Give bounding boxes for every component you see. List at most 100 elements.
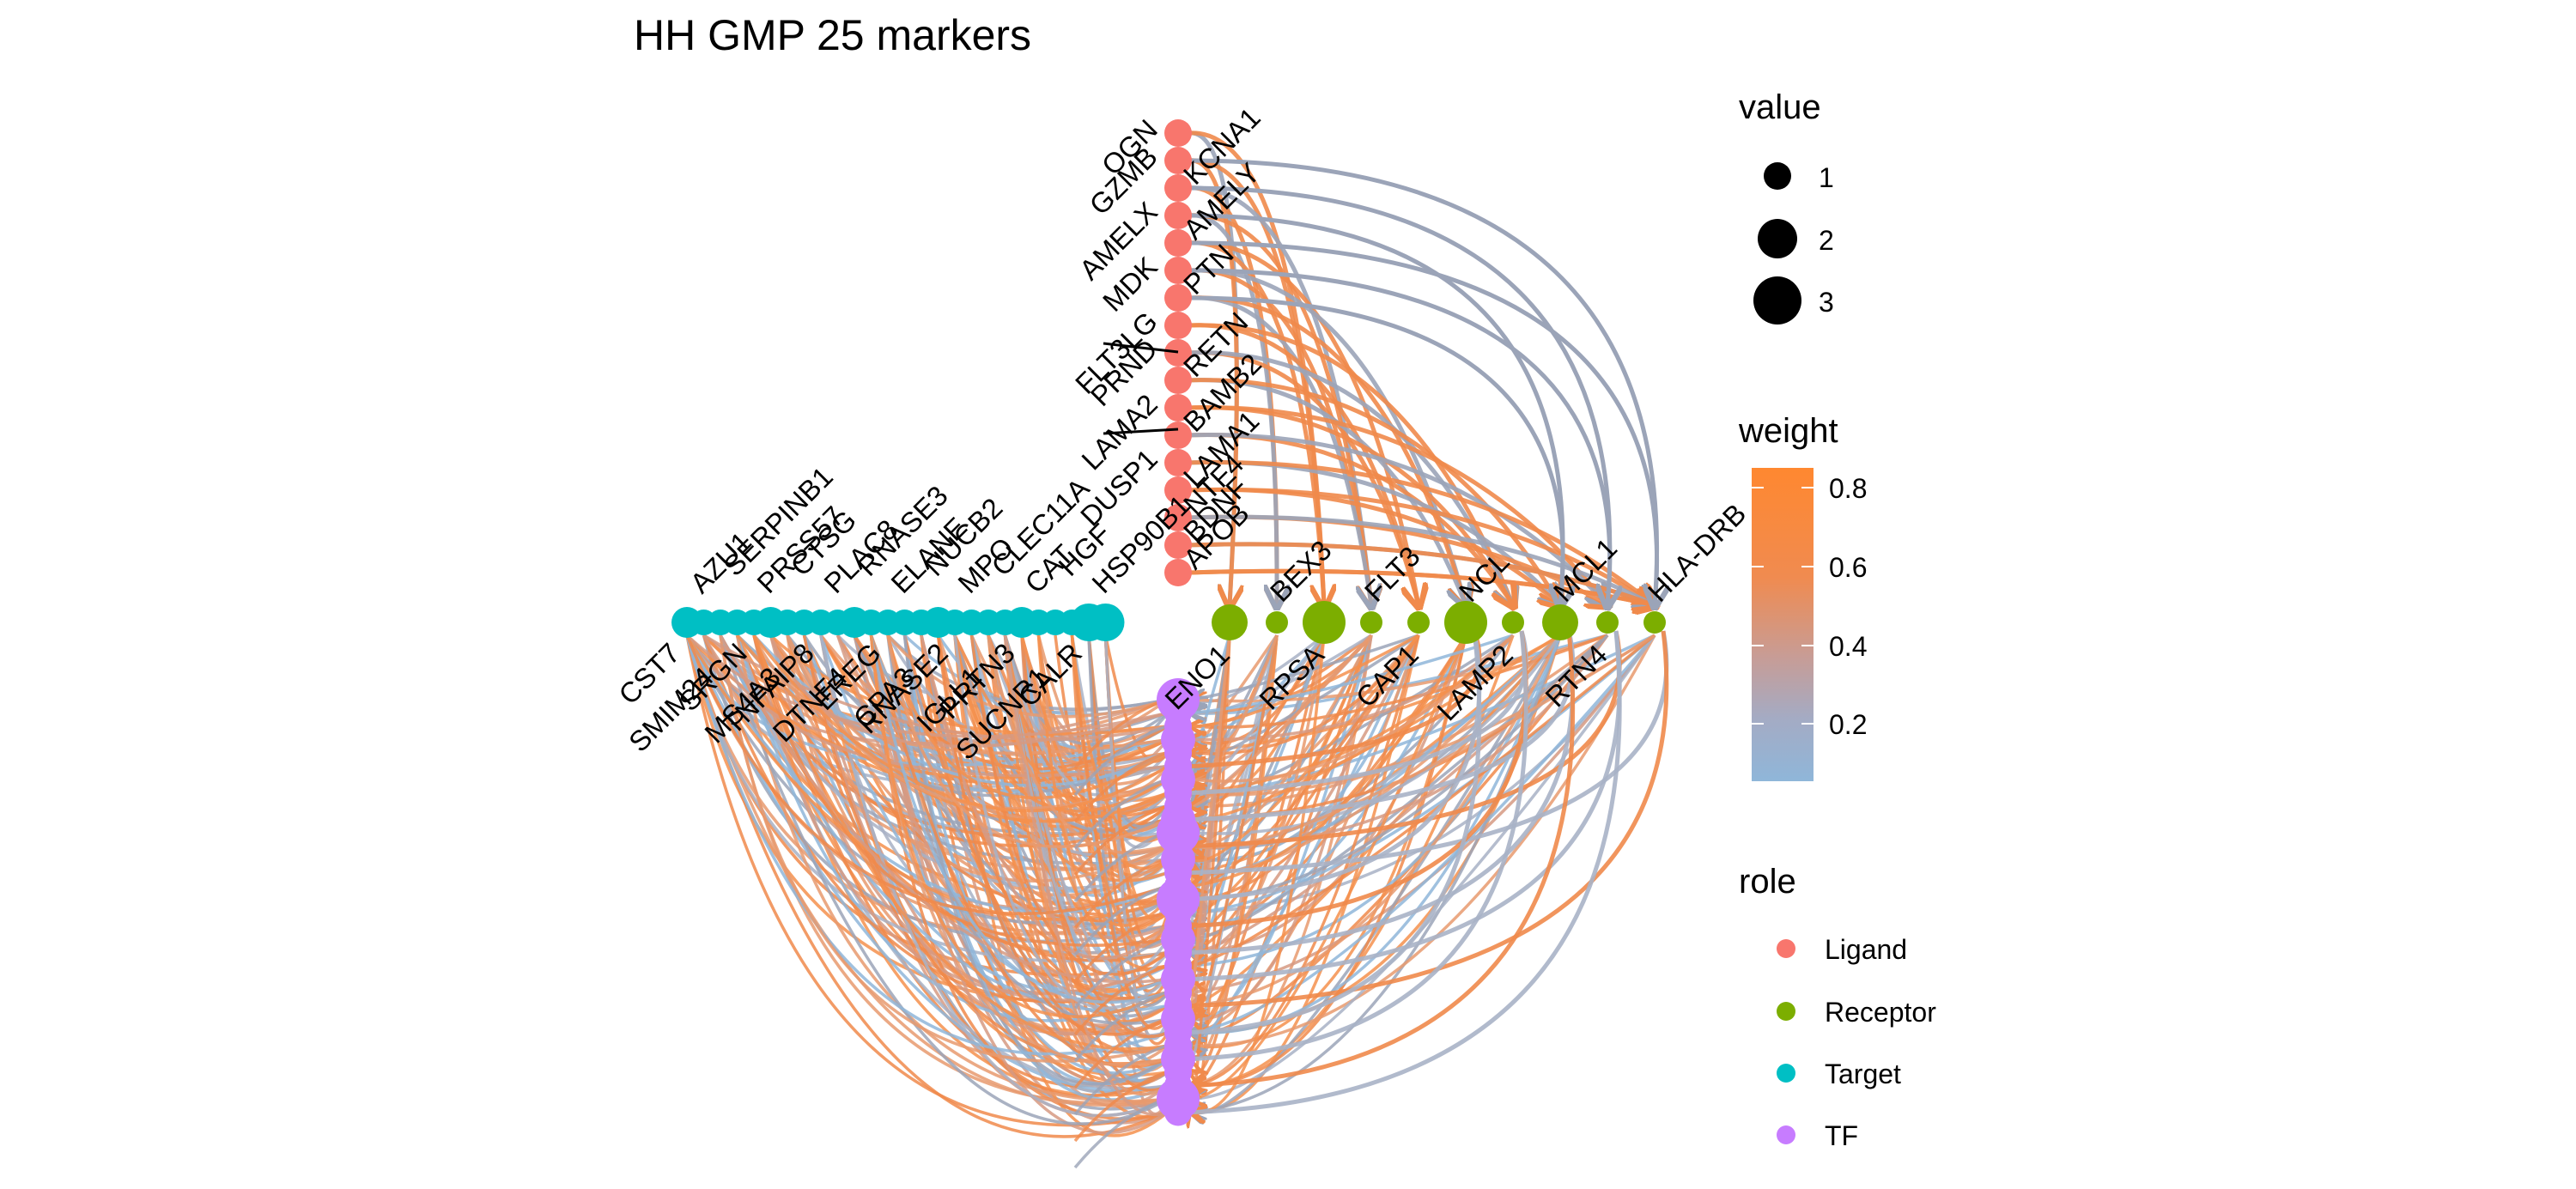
edge-tf-target [1073, 831, 1167, 903]
edge-tf-target [719, 634, 1169, 1063]
legend-role-dot-ligand [1777, 939, 1795, 958]
legend-weight: weight 0.8 0.6 0.4 0.2 [1738, 412, 1867, 781]
node-receptor-rtn4[interactable] [1596, 611, 1619, 634]
edge-tf-target [869, 634, 1169, 1098]
edge-tf-target [869, 634, 1169, 1069]
node-ligand-amely[interactable] [1164, 229, 1192, 257]
edge-tf-target [886, 634, 1169, 719]
edge-receptor-tf [1191, 630, 1622, 1114]
legend-weight-tick-label-2: 0.6 [1829, 552, 1867, 583]
legend-weight-tick-label-1: 0.8 [1829, 473, 1867, 504]
legend-weight-tick-label-3: 0.4 [1829, 631, 1867, 662]
legend-role-dot-receptor [1777, 1002, 1795, 1021]
edge-tf-target [1073, 1071, 1167, 1143]
edge-receptor-tf [1191, 630, 1528, 1061]
node-ligand-ogn[interactable] [1164, 119, 1192, 147]
edge-receptor-tf [1192, 634, 1419, 726]
edge-tf-target [936, 634, 1169, 1000]
node-ligand-flt3lg[interactable] [1164, 312, 1192, 339]
edge-receptor-tf [1191, 630, 1669, 1008]
node-receptor-rpsa[interactable] [1303, 601, 1346, 644]
edge-ligand-receptor [1188, 459, 1655, 605]
label-leader-line [1103, 428, 1179, 435]
edge-tf-target [752, 634, 1169, 947]
node-ligand-ptn[interactable] [1164, 284, 1192, 312]
edge-tf-target [869, 634, 1169, 1135]
edge-ligand-receptor [1188, 323, 1513, 605]
edge-ligand-receptor [1188, 268, 1610, 605]
edge-ligand-receptor [1188, 378, 1560, 605]
node-target-hsp90b1[interactable] [1086, 604, 1125, 641]
edge-tf-target [1073, 698, 1167, 770]
node-ligand-lama1[interactable] [1164, 476, 1192, 504]
plot-title: HH GMP 25 markers [634, 11, 1031, 59]
legend-role-label-tf: TF [1825, 1120, 1858, 1151]
edge-tf-target [685, 634, 1169, 916]
edge-tf-target [920, 634, 1170, 961]
node-ligand-amelx[interactable] [1164, 202, 1192, 229]
edge-tf-target [1073, 778, 1167, 850]
node-receptor-hla-drb[interactable] [1643, 611, 1666, 634]
node-receptor-flt3[interactable] [1360, 611, 1382, 634]
edge-tf-target [1003, 634, 1170, 973]
edge-tf-target [685, 634, 1169, 1056]
edge-ligand-receptor [1188, 185, 1610, 605]
edge-tf-target [1003, 634, 1169, 1096]
edge-tf-target [1073, 964, 1167, 1036]
legend-role-label-receptor: Receptor [1825, 997, 1936, 1028]
node-receptor-eno1[interactable] [1212, 604, 1248, 640]
node-tf[interactable] [1164, 1098, 1192, 1126]
edge-tf-target [819, 634, 1169, 1118]
legend-role-dot-target [1777, 1064, 1795, 1083]
edge-receptor-tf [1191, 630, 1482, 1034]
edge-tf-target [685, 634, 1169, 738]
edge-ligand-receptor [1188, 487, 1655, 605]
node-ligand-mdk[interactable] [1164, 257, 1192, 284]
edge-receptor-tf [1192, 634, 1373, 1019]
edge-receptor-tf [1192, 634, 1562, 1006]
edge-tf-target [1073, 858, 1167, 930]
edge-tf-target [1073, 1097, 1167, 1169]
edge-ligand-receptor [1188, 295, 1563, 605]
edge-tf-target [969, 634, 1170, 976]
edge-ligand-receptor [1188, 240, 1419, 605]
node-ligand-ntf4[interactable] [1164, 504, 1192, 531]
node-receptor-ncl[interactable] [1444, 601, 1487, 644]
node-ligand-apob[interactable] [1164, 559, 1192, 586]
node-receptor-lamp2[interactable] [1502, 611, 1524, 634]
node-ligand-gzmb[interactable] [1164, 147, 1192, 174]
legend-value-dot-1 [1764, 162, 1791, 190]
legend-weight-colorbar [1752, 468, 1814, 781]
edge-tf-target [1073, 725, 1167, 797]
legend-role-dot-tf [1777, 1125, 1795, 1144]
node-ligand-dusp1[interactable] [1164, 449, 1192, 476]
edge-ligand-receptor [1188, 514, 1655, 605]
node-receptor-cap1[interactable] [1407, 611, 1430, 634]
edge-tf-target [1073, 884, 1167, 956]
legend-value-label-3: 3 [1819, 287, 1834, 318]
edge-tf-target [936, 634, 1169, 1036]
node-ligand-lama2[interactable] [1164, 394, 1192, 422]
edge-tf-target [1073, 1044, 1167, 1116]
edge-tf-target [853, 634, 1169, 771]
edge-tf-target [1073, 911, 1167, 983]
edge-tf-target [685, 634, 1169, 1127]
edge-ligand-receptor [1188, 213, 1563, 605]
node-receptor-bex3[interactable] [1266, 611, 1288, 634]
node-ligand-retn[interactable] [1164, 367, 1192, 394]
node-ligand-bdnf[interactable] [1164, 531, 1192, 559]
legend-weight-tick-label-4: 0.2 [1829, 709, 1867, 740]
edge-tf-target [886, 634, 1169, 800]
legend-value: value 1 2 3 [1739, 88, 1834, 325]
edge-tf-target [902, 634, 1169, 1054]
legend-weight-title: weight [1738, 412, 1838, 450]
node-ligand-kcna1[interactable] [1164, 174, 1192, 202]
node-ligand-prnd[interactable] [1164, 339, 1192, 367]
edge-receptor-tf [1191, 630, 1576, 1088]
node-receptor-mcl1[interactable] [1542, 604, 1578, 640]
legend-role-label-ligand: Ligand [1825, 934, 1907, 965]
edge-ligand-receptor [1188, 240, 1657, 605]
edge-tf-target [1003, 634, 1170, 805]
network-edges [685, 130, 1669, 1169]
